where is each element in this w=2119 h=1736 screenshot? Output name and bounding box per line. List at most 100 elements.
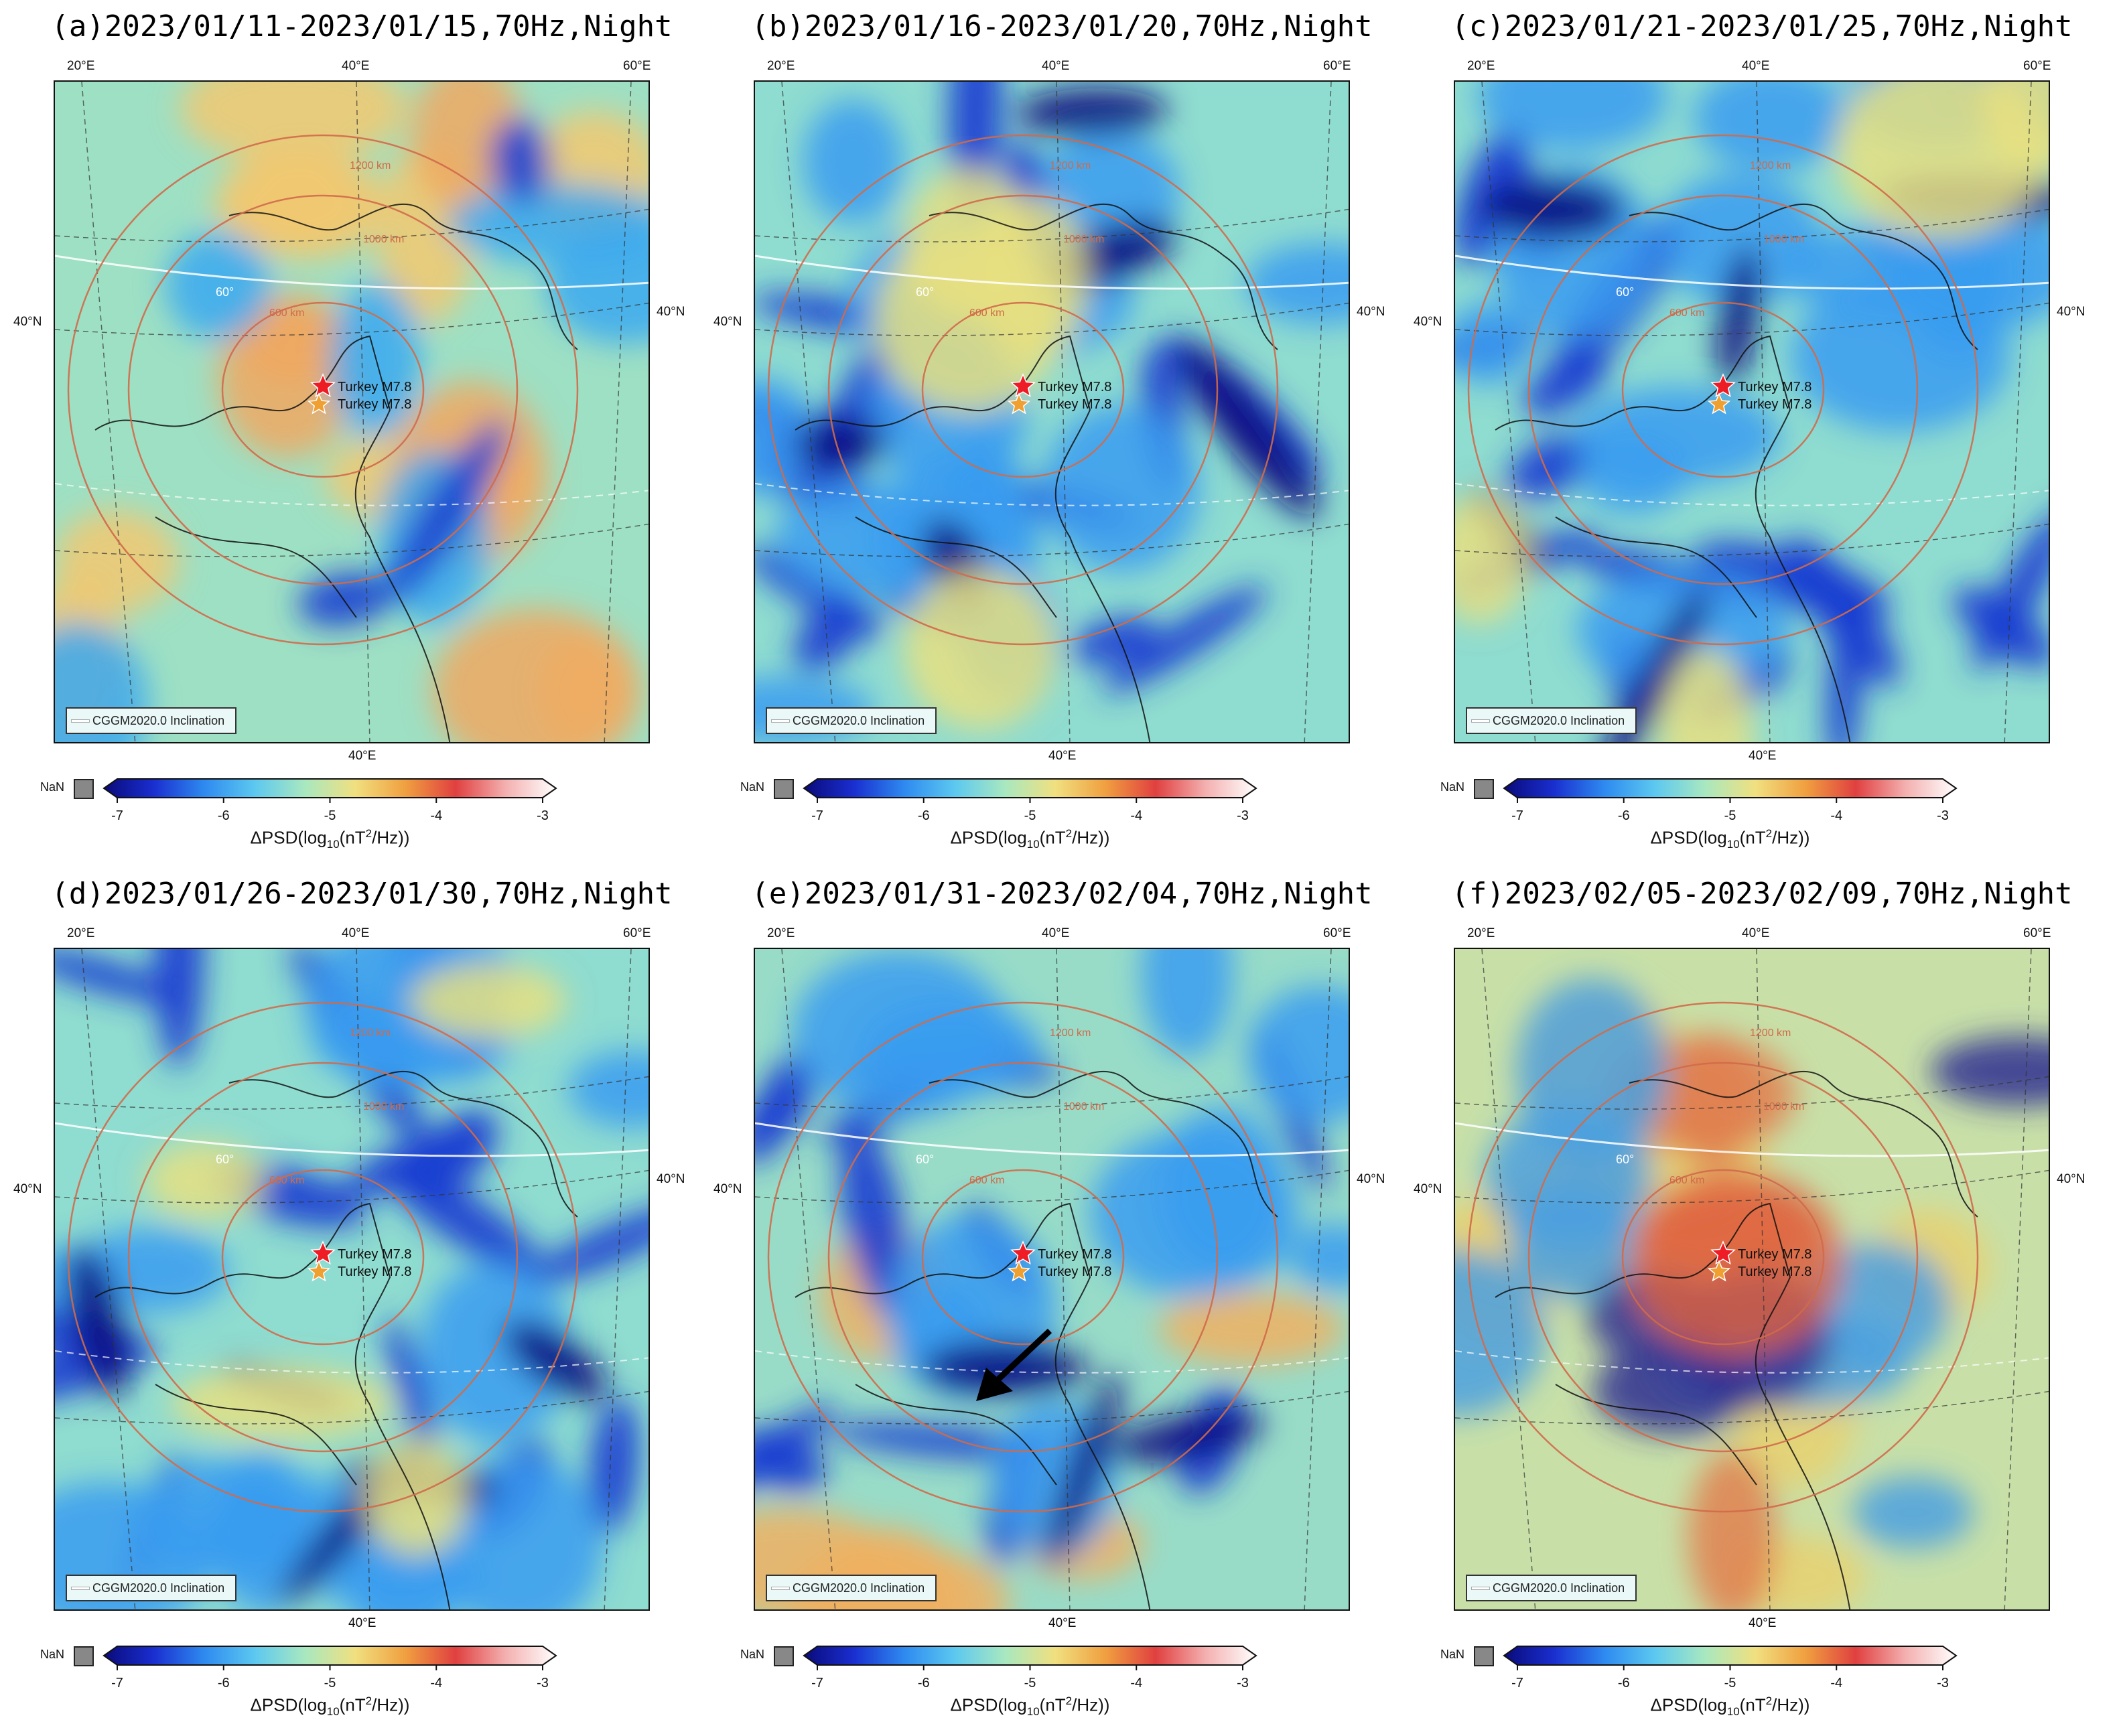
map-svg: 60° 600 km 1000 km 1200 km Turkey M7.8 Turkey… [755, 82, 1349, 742]
cb-label-main: ΔPSD(log [250, 827, 327, 848]
cb-label-end: /Hz)) [1772, 1694, 1810, 1715]
colorbar-tick: -7 [811, 808, 823, 823]
colorbar: NaN -7 -6 -5 -4 -3 ΔPSD(log10(nT2/Hz)) [1440, 774, 2043, 854]
inclination-label: 60° [216, 1153, 234, 1166]
axis-label-lon-60: 60°E [2023, 926, 2051, 940]
quake-star-second [1007, 1260, 1031, 1282]
inclination-label: 60° [1616, 285, 1634, 299]
inclination-legend: CGGM2020.0 Inclination [66, 707, 237, 734]
legend-label: CGGM2020.0 Inclination [92, 714, 225, 727]
map-svg: 60° 600 km 1000 km 1200 km Turkey M7.8 Turkey… [55, 82, 648, 742]
nan-swatch [74, 779, 94, 799]
colorbar-tick: -3 [1937, 1676, 1949, 1690]
colorbar-gradient [1503, 778, 1958, 803]
colorbar-tick: -5 [1724, 1676, 1736, 1690]
axis-label-lat-40: 40°N [657, 1172, 685, 1186]
nan-label: NaN [1440, 1648, 1465, 1661]
cb-label-end: /Hz)) [1072, 1694, 1110, 1715]
colorbar-tick: -7 [111, 808, 123, 823]
colorbar-tick: -7 [111, 1676, 123, 1690]
nan-swatch [774, 1646, 794, 1666]
quake-star-main [310, 1240, 336, 1265]
ring-label: 1200 km [350, 1027, 391, 1039]
cb-label-sup: 2 [1065, 1694, 1073, 1707]
colorbar-tick: -3 [537, 808, 549, 823]
quake-label: Turkey M7.8 [1038, 1247, 1111, 1262]
cb-label-sup: 2 [1765, 1694, 1773, 1707]
panel-b: (b)2023/01/16-2023/01/20,70Hz,Night 20°E 4… [713, 0, 1410, 864]
cb-label-mid: (nT [1039, 1694, 1066, 1715]
colorbar-tick: -5 [1724, 808, 1736, 823]
legend-label: CGGM2020.0 Inclination [793, 1581, 925, 1595]
axis-label-lon-20: 20°E [1467, 59, 1495, 73]
cb-label-sub: 10 [1726, 1705, 1740, 1718]
ring-label: 600 km [269, 1175, 304, 1186]
inclination-label: 60° [216, 285, 234, 299]
map-area: 60° 600 km 1000 km 1200 km Turkey M7.8 Turkey… [1454, 948, 2050, 1611]
panel-title: (d)2023/01/26-2023/01/30,70Hz,Night [51, 877, 673, 911]
cb-label-sup: 2 [1065, 827, 1073, 840]
legend-label: CGGM2020.0 Inclination [92, 1581, 225, 1595]
cb-label-sub: 10 [1026, 837, 1040, 851]
colorbar-tick: -3 [537, 1676, 549, 1690]
map-svg: 60° 600 km 1000 km 1200 km Turkey M7.8 Turkey… [55, 949, 648, 1609]
colorbar-tick: -7 [1511, 1676, 1523, 1690]
axis-label-lat-40: 40°N [1414, 1182, 1442, 1196]
colorbar-tick: -3 [1237, 1676, 1249, 1690]
axis-label-lon-60: 60°E [623, 59, 651, 73]
axis-label-lon-60: 60°E [1323, 926, 1351, 940]
quake-label: Turkey M7.8 [1038, 380, 1111, 394]
axis-label-lon-40: 40°E [1749, 749, 1777, 763]
nan-swatch [1474, 779, 1494, 799]
colorbar-tick: -7 [1511, 808, 1523, 823]
ring-label: 1200 km [1050, 1027, 1091, 1039]
quake-star-main [1710, 373, 1736, 398]
nan-label: NaN [40, 780, 65, 794]
axis-label-lon-40: 40°E [348, 749, 377, 763]
panel-title: (b)2023/01/16-2023/01/20,70Hz,Night [751, 9, 1373, 44]
colorbar-tick: -5 [324, 1676, 336, 1690]
axis-label-lon-40: 40°E [1742, 59, 1770, 73]
axis-label-lon-40: 40°E [1749, 1616, 1777, 1630]
legend-label: CGGM2020.0 Inclination [1493, 1581, 1625, 1595]
legend-swatch [771, 1587, 790, 1590]
ring-label: 600 km [1669, 1175, 1704, 1186]
cb-label-end: /Hz)) [372, 827, 410, 848]
map-area: 60° 600 km 1000 km 1200 km Turkey M7.8 Turkey… [54, 948, 650, 1611]
cb-label-mid: (nT [339, 1694, 366, 1715]
colorbar-gradient [803, 1646, 1257, 1670]
cb-label-sub: 10 [1026, 1705, 1040, 1718]
axis-label-lat-40: 40°N [13, 1182, 42, 1196]
ring-label: 600 km [969, 307, 1004, 319]
cb-label-main: ΔPSD(log [950, 1694, 1027, 1715]
cb-label-sup: 2 [1765, 827, 1773, 840]
inclination-label: 60° [916, 1153, 934, 1166]
nan-label: NaN [740, 1648, 765, 1661]
map-svg: 60° 600 km 1000 km 1200 km Turkey M7.8 Turkey… [1455, 82, 2049, 742]
cb-label-sup: 2 [365, 827, 372, 840]
cb-label-end: /Hz)) [1772, 827, 1810, 848]
cb-label-sub: 10 [326, 837, 340, 851]
axis-label-lon-40: 40°E [1042, 59, 1070, 73]
map-svg: 60° 600 km 1000 km 1200 km Turkey M7.8 Turkey… [1455, 949, 2049, 1609]
axis-label-lat-40: 40°N [1414, 315, 1442, 329]
colorbar-tick: -3 [1937, 808, 1949, 823]
ring-label: 600 km [1669, 307, 1704, 319]
cb-label-mid: (nT [1039, 827, 1066, 848]
ring-label: 1000 km [363, 234, 404, 245]
ring-label: 1000 km [1063, 1101, 1104, 1112]
axis-label-lat-40: 40°N [2057, 305, 2086, 319]
cb-label-mid: (nT [339, 827, 366, 848]
colorbar-tick: -4 [430, 808, 443, 823]
axis-label-lat-40: 40°N [1357, 305, 1385, 319]
inclination-legend: CGGM2020.0 Inclination [66, 1575, 237, 1601]
colorbar-gradient [803, 778, 1257, 803]
quake-label: Turkey M7.8 [1038, 1264, 1111, 1279]
legend-swatch [1471, 719, 1490, 723]
legend-swatch [71, 719, 90, 723]
legend-swatch [71, 1587, 90, 1590]
colorbar-gradient [102, 778, 557, 803]
legend-label: CGGM2020.0 Inclination [793, 714, 925, 727]
quake-label: Turkey M7.8 [1738, 397, 1812, 412]
inclination-legend: CGGM2020.0 Inclination [766, 707, 937, 734]
